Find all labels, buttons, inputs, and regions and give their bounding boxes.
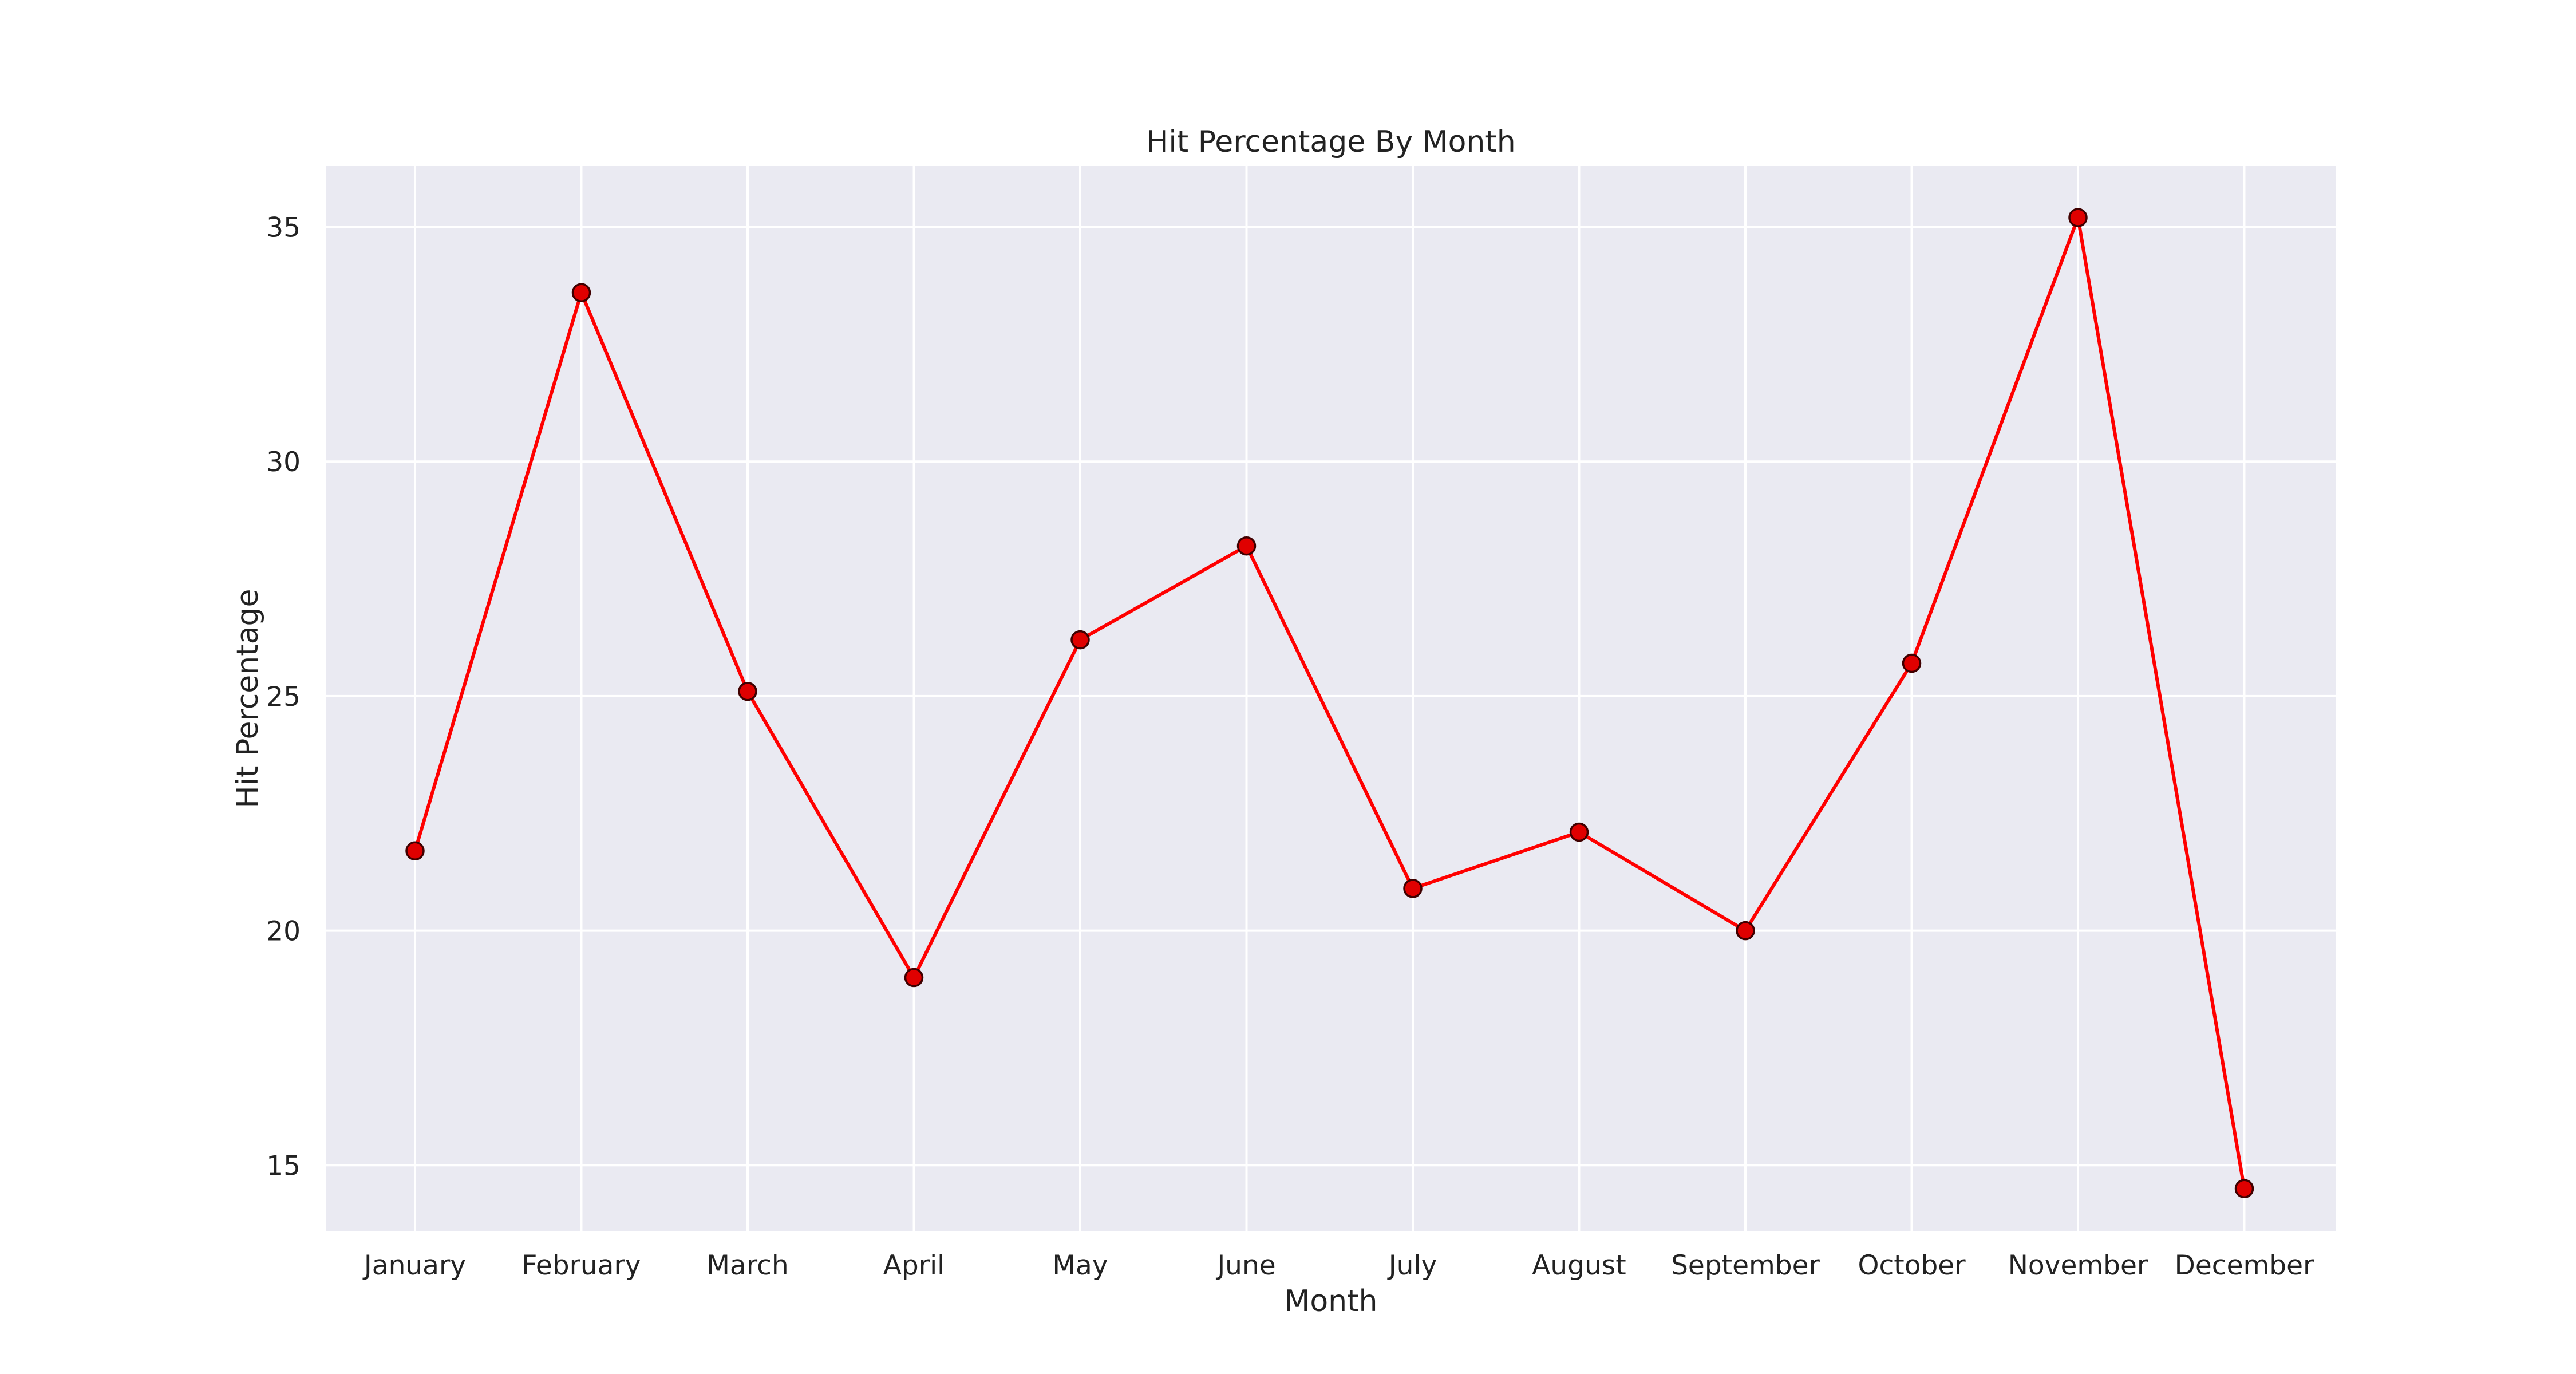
data-point xyxy=(904,968,924,988)
grid xyxy=(326,166,2336,1231)
x-tick-label: August xyxy=(1532,1250,1626,1281)
data-point xyxy=(1236,536,1257,556)
y-tick-label: 20 xyxy=(266,916,301,947)
y-tick-label: 35 xyxy=(266,212,301,244)
data-point xyxy=(1403,879,1423,898)
data-point xyxy=(1902,653,1922,673)
series-line xyxy=(413,216,2246,1189)
x-tick-label: July xyxy=(1387,1250,1437,1281)
data-point xyxy=(2068,208,2088,227)
y-axis-ticks: 15 20 25 30 35 xyxy=(266,212,301,1182)
x-tick-label: February xyxy=(521,1250,641,1281)
y-tick-label: 30 xyxy=(266,447,301,478)
y-tick-label: 25 xyxy=(266,681,301,713)
data-point xyxy=(2234,1179,2254,1199)
x-tick-label: April xyxy=(883,1250,945,1281)
x-axis-label: Month xyxy=(1285,1284,1378,1318)
x-tick-label: September xyxy=(1671,1250,1820,1281)
x-axis-ticks: January February March April May June July Augu… xyxy=(362,1250,2314,1281)
series-red xyxy=(405,208,2254,1199)
data-point xyxy=(405,841,425,861)
x-tick-label: June xyxy=(1215,1250,1275,1281)
data-point xyxy=(1070,630,1090,650)
x-tick-label: March xyxy=(706,1250,788,1281)
x-tick-label: May xyxy=(1052,1250,1108,1281)
y-axis-label: Hit Percentage xyxy=(231,589,265,808)
x-tick-label: December xyxy=(2175,1250,2314,1281)
data-point xyxy=(1736,921,1755,941)
x-tick-label: November xyxy=(2008,1250,2148,1281)
data-point xyxy=(738,681,757,701)
chart-title: Hit Percentage By Month xyxy=(1146,125,1515,159)
plot-area xyxy=(326,166,2336,1231)
x-tick-label: January xyxy=(362,1250,466,1281)
x-tick-label: October xyxy=(1858,1250,1966,1281)
data-point xyxy=(1569,822,1589,842)
y-tick-label: 15 xyxy=(266,1150,301,1182)
data-point xyxy=(571,283,591,302)
